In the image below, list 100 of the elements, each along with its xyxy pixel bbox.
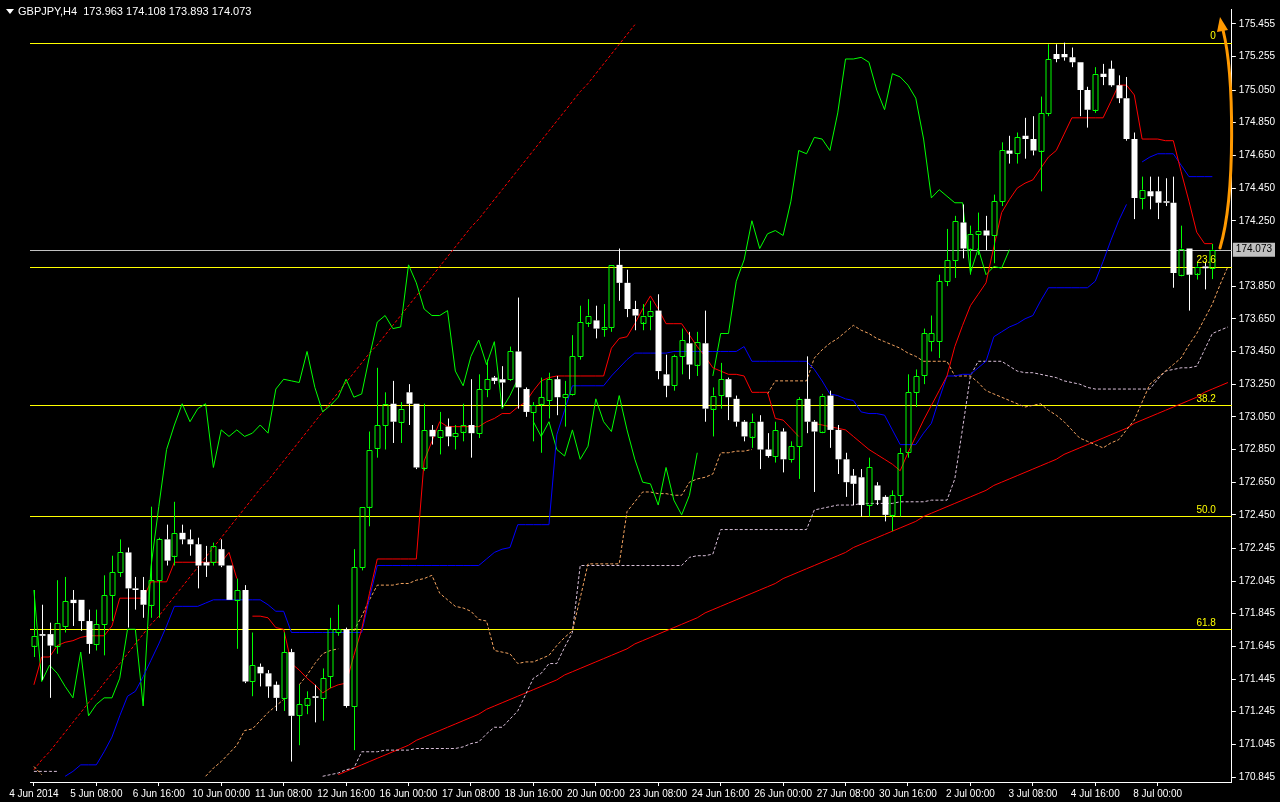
- annotation: 0: [1210, 30, 1217, 42]
- x-tick-label: 26 Jun 00:00: [754, 787, 813, 799]
- x-tick-label: 4 Jul 16:00: [1070, 787, 1121, 799]
- y-tick-label: 172.450: [1238, 508, 1276, 520]
- y-tick-label: 172.850: [1238, 443, 1276, 455]
- candlestick: [624, 269, 631, 318]
- annotation: 23.6: [1196, 254, 1217, 266]
- y-tick-label: 175.455: [1238, 17, 1276, 29]
- candlestick: [164, 524, 171, 567]
- x-tick-label: 5 Jun 08:00: [70, 787, 123, 799]
- candlestick: [499, 365, 506, 408]
- y-tick-label: 173.250: [1238, 377, 1276, 389]
- annotation: 38.2: [1196, 393, 1217, 405]
- line-series: [33, 24, 636, 771]
- candlestick: [218, 538, 225, 568]
- y-tick-label: 171.045: [1238, 738, 1276, 750]
- candlestick: [179, 524, 186, 545]
- candlestick: [1077, 62, 1084, 117]
- x-tick-label: 20 Jun 00:00: [566, 787, 626, 799]
- candlestick: [523, 386, 530, 418]
- annotation: 50.0: [1196, 504, 1217, 516]
- candlestick: [1061, 42, 1068, 62]
- x-tick-label: 30 Jun 16:00: [879, 787, 938, 799]
- candlestick: [70, 589, 77, 627]
- y-tick-label: 171.645: [1238, 640, 1276, 652]
- y-tick-label: 171.845: [1238, 607, 1276, 619]
- candlestick: [257, 663, 264, 687]
- candlestick: [125, 547, 132, 629]
- candlestick: [1131, 132, 1138, 220]
- candlestick: [273, 681, 280, 712]
- x-tick-label: 6 Jun 16:00: [132, 787, 186, 799]
- ref-line-label: 174.073: [1235, 243, 1273, 255]
- candlestick: [413, 403, 420, 470]
- candlestick: [765, 432, 772, 459]
- y-tick-label: 170.845: [1238, 770, 1276, 782]
- y-tick-label: 174.250: [1238, 214, 1276, 226]
- x-tick-label: 17 Jun 08:00: [442, 787, 501, 799]
- candlestick: [1084, 86, 1091, 129]
- candlestick: [343, 627, 350, 709]
- x-tick-label: 3 Jul 08:00: [1008, 787, 1058, 799]
- candlestick: [452, 424, 459, 450]
- candlestick: [1069, 47, 1076, 68]
- candlestick: [1022, 117, 1029, 160]
- candlestick: [1123, 76, 1130, 142]
- candlestick: [1147, 176, 1154, 210]
- candlestick: [1194, 261, 1201, 281]
- candlestick: [195, 537, 202, 589]
- x-tick-label: 23 Jun 08:00: [629, 787, 688, 799]
- candlestick: [39, 604, 46, 681]
- candlestick: [702, 310, 709, 423]
- candlestick: [203, 545, 210, 578]
- candlestick: [1155, 176, 1162, 220]
- y-tick-label: 174.650: [1238, 149, 1276, 161]
- candlestick: [960, 203, 967, 259]
- candlestick: [827, 390, 834, 449]
- y-tick-label: 172.650: [1238, 475, 1276, 487]
- x-tick-label: 10 Jun 00:00: [192, 787, 251, 799]
- x-tick-label: 2 Jul 00:00: [945, 787, 996, 799]
- candlestick: [616, 248, 623, 302]
- y-tick-label: 174.450: [1238, 181, 1276, 193]
- candlestick: [437, 411, 444, 455]
- candlestick: [312, 684, 319, 723]
- candlestick: [1030, 115, 1037, 156]
- y-tick-label: 173.050: [1238, 410, 1276, 422]
- x-tick-label: 27 Jun 08:00: [816, 787, 875, 799]
- candlestick: [874, 481, 881, 506]
- candlestick: [804, 355, 811, 434]
- candlestick: [663, 354, 670, 398]
- candlestick: [265, 669, 272, 699]
- x-tick-label: 24 Jun 16:00: [691, 787, 751, 799]
- y-tick-label: 175.050: [1238, 83, 1276, 95]
- candlestick: [725, 377, 732, 421]
- candlestick: [1100, 63, 1107, 86]
- candlestick: [593, 305, 600, 339]
- candlestick: [686, 331, 693, 380]
- candlestick: [1108, 60, 1115, 88]
- candlestick: [140, 576, 147, 619]
- y-tick-label: 172.245: [1238, 542, 1276, 554]
- candlestick: [655, 293, 662, 380]
- candlestick: [1006, 135, 1013, 165]
- candlestick: [1116, 74, 1123, 104]
- candlestick: [234, 578, 241, 650]
- candlestick: [187, 529, 194, 557]
- candlestick: [632, 300, 639, 331]
- candlestick: [78, 599, 85, 632]
- candlestick: [1170, 176, 1177, 289]
- candlestick: [86, 609, 93, 655]
- candlestick: [445, 417, 452, 447]
- candlestick: [780, 427, 787, 473]
- candlestick: [429, 424, 436, 446]
- y-tick-label: 171.245: [1238, 705, 1276, 717]
- candlestick: [530, 401, 537, 442]
- y-tick-label: 173.850: [1238, 279, 1276, 291]
- y-tick-label: 172.045: [1238, 574, 1276, 586]
- candlestick: [47, 622, 54, 699]
- candlestick: [1163, 177, 1170, 207]
- candlestick: [132, 576, 139, 611]
- candlestick: [858, 468, 865, 517]
- x-tick-label: 8 Jul 00:00: [1133, 787, 1183, 799]
- candlestick: [390, 380, 397, 444]
